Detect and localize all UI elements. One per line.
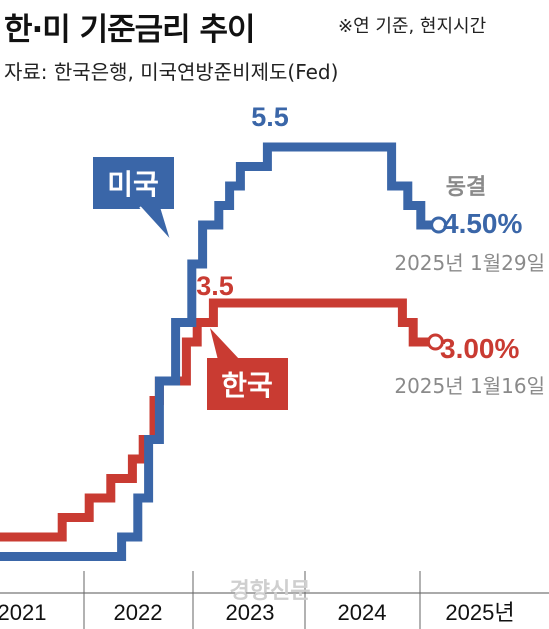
us-tag-pointer-edge <box>139 206 171 241</box>
kr-peak-label: 3.5 <box>196 271 234 301</box>
x-tick-label-3: 2024 <box>338 600 387 625</box>
kr-tag-pointer <box>210 328 240 360</box>
kr-tag-label: 한국 <box>221 369 273 402</box>
end-point-us <box>430 216 448 234</box>
kr-date-label: 2025년 1월16일 <box>394 374 545 398</box>
chart-title: 한·미 기준금리 추이 <box>4 12 256 48</box>
kr-end-value-label: 3.00% <box>440 333 519 364</box>
x-axis: 2021 2022 2023 2024 2025년 <box>0 571 549 629</box>
series-layer <box>0 142 448 561</box>
series-line-us <box>0 142 433 561</box>
x-tick-label-4: 2025년 <box>445 600 514 625</box>
x-tick-label-2: 2023 <box>226 600 275 625</box>
us-end-value-label: 4.50% <box>443 208 522 239</box>
end-point-kr <box>426 333 444 351</box>
chart-source: 자료: 한국은행, 미국연방준비제도(Fed) <box>4 60 339 84</box>
label-layer: 경향신문 5.5 동결 4.50% 2025년 1월29일 미국 3.5 3.00% 2025년… <box>93 102 545 604</box>
x-tick-label-1: 2022 <box>114 600 163 625</box>
us-date-label: 2025년 1월29일 <box>394 251 545 275</box>
us-tag-box <box>93 157 174 209</box>
kr-tag-box <box>207 358 288 410</box>
us-peak-label: 5.5 <box>251 102 289 132</box>
us-status-label: 동결 <box>446 175 486 200</box>
x-tick-label-0: 2021 <box>0 600 46 625</box>
us-tag-label: 미국 <box>107 168 159 201</box>
chart-note: ※연 기준, 현지시간 <box>338 16 487 37</box>
watermark-text: 경향신문 <box>230 579 311 604</box>
